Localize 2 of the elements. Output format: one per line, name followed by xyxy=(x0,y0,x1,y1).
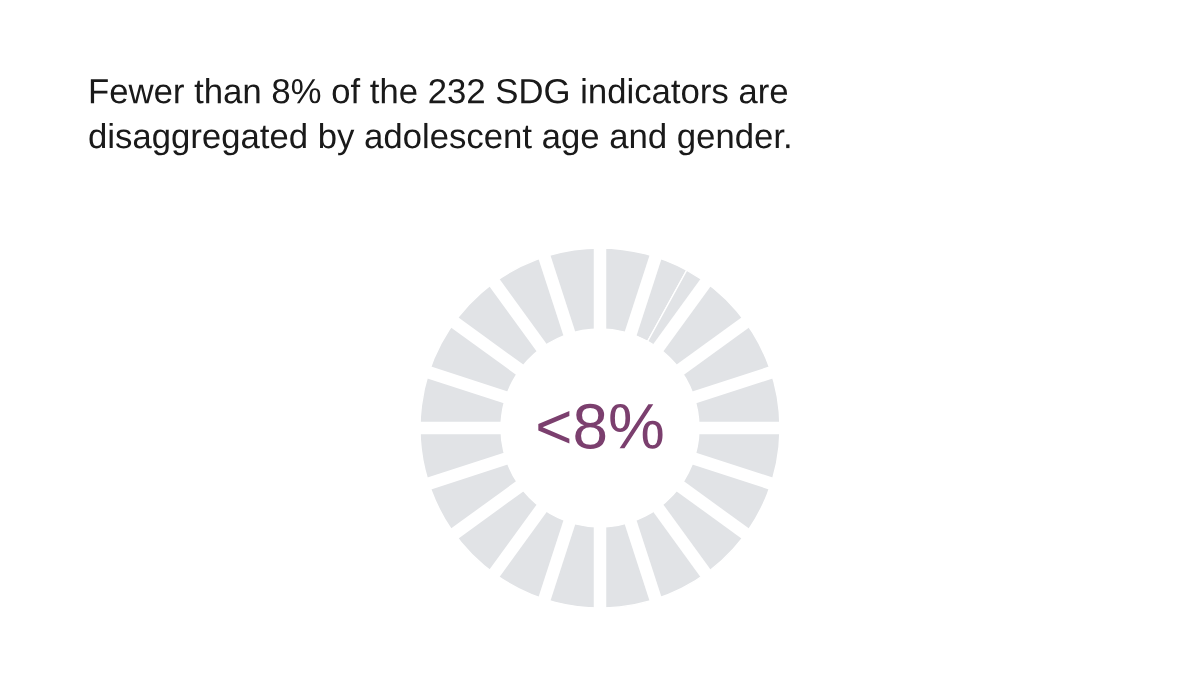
chart-title: Fewer than 8% of the 232 SDG indicators are disaggregated by adolescent age and gender. xyxy=(89,78,790,156)
text: <8% xyxy=(538,403,663,449)
